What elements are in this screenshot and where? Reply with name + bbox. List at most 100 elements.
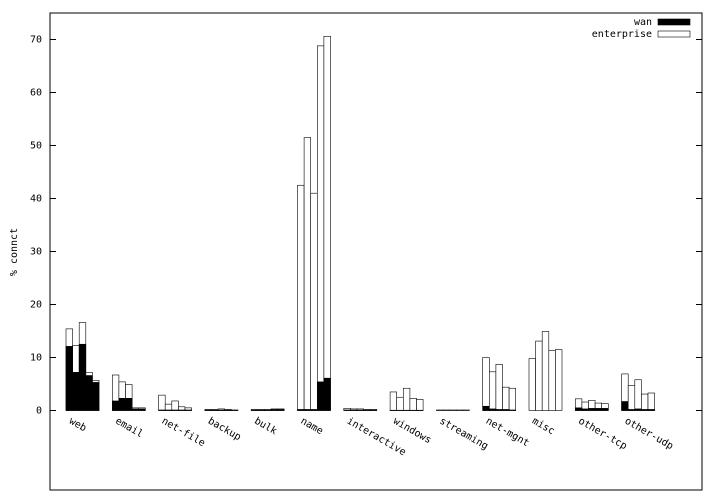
- bar: [164, 403, 173, 411]
- x-tick-label: name: [299, 416, 325, 438]
- y-tick-label: 70: [30, 35, 42, 46]
- bar: [204, 409, 212, 411]
- bar: [171, 400, 179, 411]
- bar: [257, 409, 265, 411]
- bar: [356, 409, 364, 411]
- bar: [627, 409, 636, 411]
- bar: [627, 385, 636, 411]
- bar: [118, 398, 126, 411]
- legend-swatch: [657, 18, 691, 26]
- y-tick-label: 0: [36, 406, 42, 417]
- bar: [323, 377, 331, 411]
- bar: [92, 382, 100, 411]
- bar: [442, 409, 450, 411]
- bar: [495, 409, 503, 411]
- bar: [316, 381, 325, 411]
- bar: [396, 396, 404, 411]
- bar: [297, 184, 305, 411]
- bar: [72, 372, 80, 411]
- bar: [574, 407, 583, 411]
- bar: [621, 401, 629, 411]
- bar: [264, 409, 272, 411]
- x-tick-label: net-mgnt: [484, 416, 531, 450]
- bar: [535, 340, 543, 411]
- legend-label: wan: [634, 17, 652, 28]
- y-tick-label: 60: [30, 88, 42, 99]
- bar: [343, 409, 351, 411]
- bar: [436, 409, 444, 411]
- bar: [125, 398, 133, 411]
- y-tick-label: 30: [30, 247, 42, 258]
- bar: [409, 398, 417, 411]
- bar: [303, 137, 312, 411]
- bar: [647, 392, 655, 411]
- bar: [158, 409, 166, 411]
- bar: [78, 343, 87, 411]
- bar: [65, 346, 73, 411]
- plot-frame: [49, 12, 703, 491]
- y-axis-label: % connct: [9, 228, 20, 276]
- legend-swatch: [657, 30, 691, 38]
- x-tick-label: email: [113, 416, 145, 441]
- bar: [555, 349, 563, 411]
- bar: [482, 405, 490, 411]
- bar: [581, 408, 589, 411]
- bar: [310, 192, 318, 411]
- y-tick-label: 10: [30, 353, 42, 364]
- y-tick-label: 40: [30, 194, 42, 205]
- x-tick-label: bulk: [252, 416, 278, 438]
- bar: [138, 408, 146, 411]
- bar: [548, 350, 556, 411]
- y-tick-label: 50: [30, 141, 42, 152]
- bar: [402, 387, 411, 411]
- bar: [641, 409, 649, 411]
- bar: [528, 358, 536, 411]
- bar: [502, 409, 510, 411]
- bar: [184, 409, 192, 411]
- y-tick-label: 20: [30, 300, 42, 311]
- bar: [634, 408, 642, 411]
- bar: [594, 408, 602, 411]
- bar: [303, 409, 312, 411]
- bar: [164, 409, 173, 411]
- bar: [641, 393, 649, 411]
- x-tick-label: web: [67, 416, 88, 435]
- bar: [389, 391, 398, 411]
- bar: [323, 36, 331, 411]
- bar: [588, 408, 596, 411]
- bar: [224, 409, 232, 411]
- bar: [85, 375, 93, 411]
- legend-label: enterprise: [592, 29, 652, 40]
- bar: [369, 409, 378, 411]
- x-tick-label: backup: [206, 416, 243, 444]
- x-tick-label: net-file: [160, 416, 207, 450]
- bar: [217, 409, 226, 411]
- bar: [178, 409, 186, 411]
- bar: [270, 409, 278, 411]
- x-tick-label: misc: [530, 416, 556, 438]
- bar: [350, 409, 358, 411]
- bar: [316, 45, 325, 411]
- bar: [310, 409, 318, 411]
- bar: [508, 409, 517, 411]
- bar: [277, 409, 285, 411]
- bar: [171, 409, 179, 411]
- bar: [211, 409, 219, 411]
- bar: [112, 400, 120, 411]
- bar: [634, 379, 642, 411]
- x-tick-label: streaming: [437, 416, 489, 453]
- x-tick-label: other-udp: [623, 416, 675, 453]
- bar: [601, 408, 609, 411]
- bar: [363, 409, 371, 411]
- x-tick-label: windows: [391, 416, 433, 447]
- bar: [541, 331, 550, 411]
- bar: [508, 387, 517, 411]
- bar: [462, 409, 470, 411]
- bar: [158, 394, 166, 411]
- bar: [455, 409, 464, 411]
- bar: [131, 408, 140, 411]
- bar: [488, 371, 497, 411]
- bar: [502, 386, 510, 411]
- bar: [250, 409, 259, 411]
